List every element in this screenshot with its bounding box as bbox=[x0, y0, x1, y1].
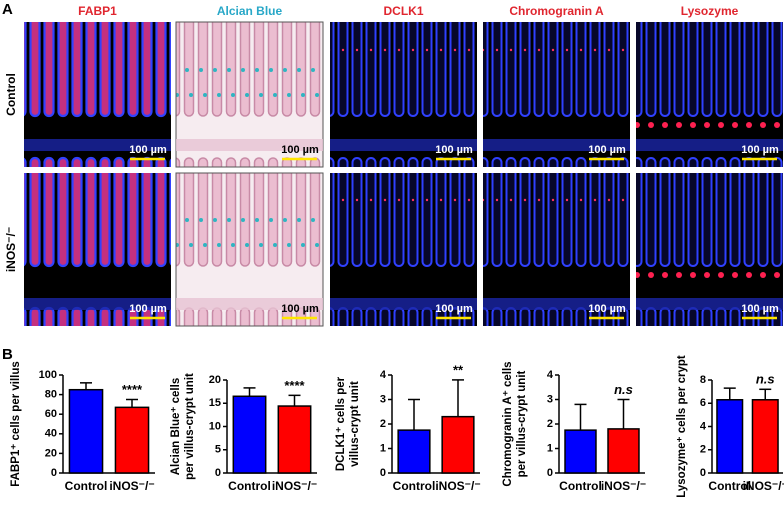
y-tick-label: 20 bbox=[209, 374, 221, 386]
scale-bar-label: 100 µm bbox=[741, 303, 779, 315]
y-axis-label: Alcian Blue⁺ cells bbox=[170, 378, 182, 475]
y-tick-label: 2 bbox=[547, 418, 553, 430]
y-axis-label: per villus-crypt unit bbox=[184, 373, 196, 480]
crypt-band bbox=[24, 139, 171, 151]
x-tick-label: Control bbox=[393, 479, 436, 493]
scale-bar-label: 100 µm bbox=[281, 144, 319, 156]
crypt-band bbox=[483, 139, 630, 151]
column-header: Lysozyme bbox=[681, 4, 739, 18]
crypt-band bbox=[483, 298, 630, 310]
x-tick-label: Control bbox=[708, 479, 751, 493]
row-label: Control bbox=[4, 73, 18, 116]
crypt-band bbox=[330, 298, 477, 310]
crypt-band bbox=[176, 298, 323, 310]
y-tick-label: 15 bbox=[209, 397, 221, 409]
x-tick-label: iNOS⁻/⁻ bbox=[601, 479, 646, 493]
scale-bar-label: 100 µm bbox=[588, 303, 626, 315]
y-tick-label: 60 bbox=[45, 408, 57, 420]
bar bbox=[716, 399, 744, 474]
scale-bar-label: 100 µm bbox=[588, 144, 626, 156]
y-tick-label: 5 bbox=[215, 444, 221, 456]
significance: **** bbox=[284, 378, 305, 393]
bar bbox=[68, 388, 104, 474]
scale-bar-label: 100 µm bbox=[435, 303, 473, 315]
bar bbox=[607, 428, 640, 474]
y-tick-label: 80 bbox=[45, 389, 57, 401]
y-tick-label: 2 bbox=[380, 418, 386, 430]
y-tick-label: 3 bbox=[380, 393, 386, 405]
y-tick-label: 2 bbox=[700, 444, 706, 456]
y-axis-label: Chromogranin A⁺ cells bbox=[502, 361, 514, 486]
y-axis-label: FABP1⁺ cells per villus bbox=[10, 361, 22, 487]
bar bbox=[441, 415, 475, 474]
crypt-band bbox=[636, 298, 783, 310]
significance: n.s bbox=[756, 372, 775, 387]
bar bbox=[232, 395, 267, 474]
scale-bar-label: 100 µm bbox=[281, 303, 319, 315]
bar bbox=[751, 399, 779, 474]
y-tick-label: 100 bbox=[39, 369, 57, 381]
x-tick-label: Control bbox=[65, 479, 108, 493]
crypt-band bbox=[330, 139, 477, 151]
y-tick-label: 0 bbox=[547, 467, 553, 479]
y-axis-label: Lysozyme⁺ cells per crypt bbox=[676, 355, 688, 498]
panel-label: A bbox=[2, 1, 13, 18]
y-tick-label: 4 bbox=[380, 369, 387, 381]
bar bbox=[397, 429, 431, 474]
panel-label: B bbox=[2, 346, 13, 363]
bar bbox=[114, 406, 150, 474]
y-tick-label: 1 bbox=[380, 442, 386, 454]
y-tick-label: 3 bbox=[547, 393, 553, 405]
y-tick-label: 10 bbox=[209, 420, 221, 432]
significance: **** bbox=[122, 382, 143, 397]
y-axis-label: villus-crypt unit bbox=[349, 381, 361, 467]
bar bbox=[277, 405, 312, 474]
bar bbox=[564, 429, 597, 474]
y-tick-label: 0 bbox=[380, 467, 386, 479]
scale-bar-label: 100 µm bbox=[435, 144, 473, 156]
crypt-band bbox=[176, 139, 323, 151]
y-axis-label: per villus-crypt unit bbox=[516, 370, 528, 477]
column-header: Alcian Blue bbox=[217, 4, 283, 18]
column-header: FABP1 bbox=[78, 4, 117, 18]
scale-bar-label: 100 µm bbox=[129, 144, 167, 156]
x-tick-label: Control bbox=[559, 479, 602, 493]
y-tick-label: 1 bbox=[547, 442, 553, 454]
y-axis-label: DCLK1⁺ cells per bbox=[335, 376, 347, 471]
y-tick-label: 0 bbox=[700, 467, 706, 479]
column-header: DCLK1 bbox=[383, 4, 423, 18]
significance: n.s bbox=[614, 382, 633, 397]
crypt-band bbox=[636, 139, 783, 151]
scale-bar-label: 100 µm bbox=[129, 303, 167, 315]
y-tick-label: 20 bbox=[45, 447, 57, 459]
y-tick-label: 0 bbox=[215, 467, 221, 479]
column-header: Chromogranin A bbox=[509, 4, 604, 18]
y-tick-label: 8 bbox=[700, 374, 706, 386]
x-tick-label: iNOS⁻/⁻ bbox=[272, 479, 317, 493]
crypt-band bbox=[24, 298, 171, 310]
y-tick-label: 40 bbox=[45, 428, 57, 440]
y-tick-label: 0 bbox=[51, 467, 57, 479]
scale-bar-label: 100 µm bbox=[741, 144, 779, 156]
x-tick-label: Control bbox=[228, 479, 271, 493]
significance: ** bbox=[453, 362, 464, 377]
y-tick-label: 4 bbox=[547, 369, 554, 381]
x-tick-label: iNOS⁻/⁻ bbox=[109, 479, 154, 493]
y-tick-label: 6 bbox=[700, 397, 706, 409]
y-tick-label: 4 bbox=[700, 420, 707, 432]
x-tick-label: iNOS⁻/⁻ bbox=[435, 479, 480, 493]
row-label: iNOS⁻/⁻ bbox=[4, 227, 18, 272]
x-tick-label: iNOS⁻/⁻ bbox=[743, 479, 784, 493]
